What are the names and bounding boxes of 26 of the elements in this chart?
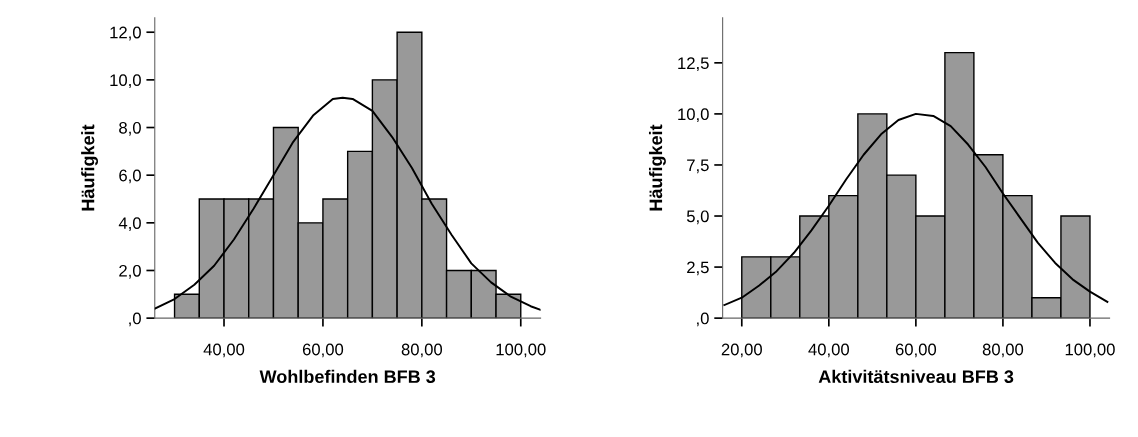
y-tick-label: 2,5 <box>687 261 709 276</box>
y-axis-title: Häufigkeit <box>81 124 99 211</box>
y-tick-label: 4,0 <box>118 217 141 231</box>
x-tick-label: 60,00 <box>302 343 344 358</box>
y-tick-label: 10,0 <box>110 74 141 89</box>
x-tick-label: 20,00 <box>721 343 762 358</box>
y-tick-label: 7,5 <box>687 159 709 174</box>
y-tick-label: 5,0 <box>686 210 709 225</box>
y-tick-label: 10,0 <box>678 108 709 123</box>
x-axis-title: Wohlbefinden BFB 3 <box>259 369 436 384</box>
x-tick-label: 80,00 <box>401 343 443 358</box>
x-tick-label: 80,00 <box>982 343 1024 358</box>
y-tick-label: 8,0 <box>119 121 141 136</box>
x-axis-title: Aktivitätsniveau BFB 3 <box>818 369 1014 384</box>
x-tick-label: 40,00 <box>203 343 245 358</box>
x-tick-label: 100,00 <box>1065 343 1115 358</box>
x-tick-label: 60,00 <box>895 343 937 358</box>
y-tick-label: ,0 <box>697 312 709 327</box>
y-axis-title: Häufigkeit <box>648 124 666 211</box>
y-tick-label: ,0 <box>129 312 141 327</box>
y-tick-label: 2,0 <box>119 264 141 279</box>
y-tick-label: 12,5 <box>678 57 709 72</box>
y-tick-label: 6,0 <box>119 169 141 184</box>
x-tick-label: 40,00 <box>808 343 850 358</box>
y-tick-label: 12,0 <box>110 26 141 41</box>
x-tick-label: 100,00 <box>496 343 546 358</box>
